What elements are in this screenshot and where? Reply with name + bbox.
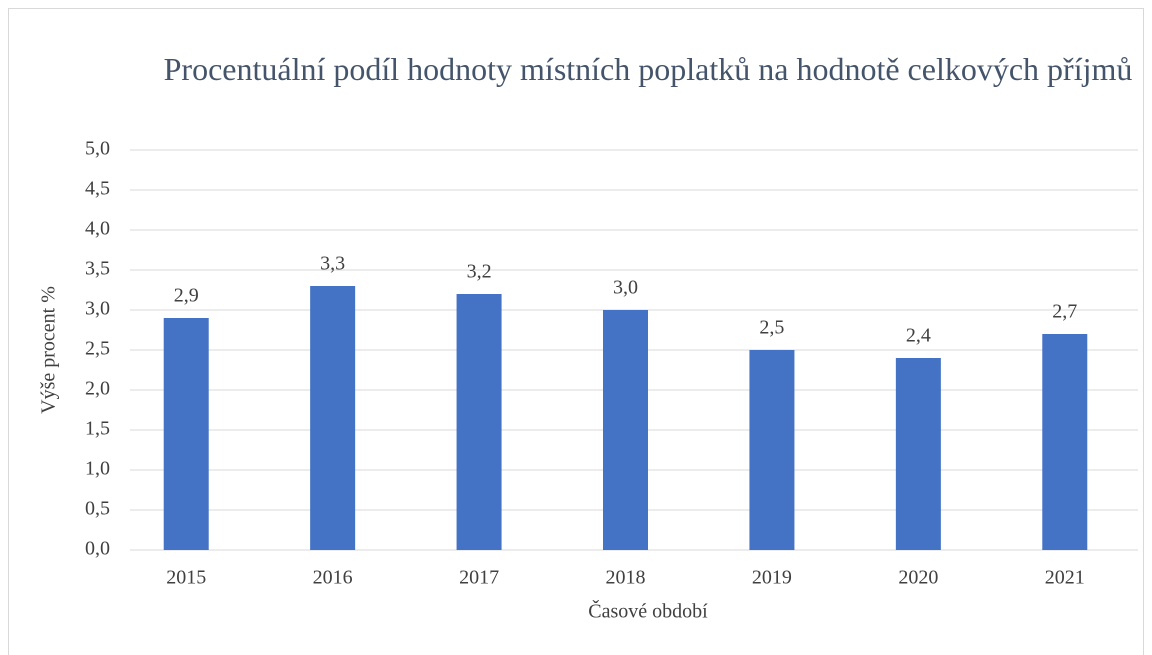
bar: [603, 310, 648, 550]
x-tick-label: 2020: [898, 567, 938, 589]
y-tick-label: 0,0: [85, 538, 110, 560]
y-tick-label: 2,0: [85, 378, 110, 400]
bar: [310, 286, 356, 550]
data-label: 2,4: [906, 325, 931, 347]
y-tick-label: 3,5: [85, 258, 110, 280]
y-tick-label: 2,5: [85, 338, 110, 360]
bar: [456, 294, 502, 550]
chart-border: [8, 8, 1144, 655]
y-tick-label: 0,5: [85, 498, 110, 520]
bar: [895, 358, 941, 550]
chart-title: Procentuální podíl hodnoty místních popl…: [163, 51, 1133, 87]
x-tick-label: 2016: [313, 567, 353, 589]
data-label: 2,5: [759, 317, 784, 339]
data-label: 3,3: [320, 253, 345, 275]
y-axis-label: Výše procent %: [38, 286, 60, 414]
y-tick-label: 1,5: [85, 418, 110, 440]
x-axis-label: Časové období: [588, 599, 708, 623]
data-label: 2,7: [1052, 301, 1077, 323]
y-tick-label: 1,0: [85, 458, 110, 480]
data-label: 2,9: [174, 285, 199, 307]
y-tick-label: 3,0: [85, 298, 110, 320]
x-tick-label: 2019: [752, 567, 792, 589]
data-label: 3,0: [613, 277, 638, 299]
bar: [749, 350, 795, 550]
y-tick-label: 4,5: [85, 178, 110, 200]
x-tick-label: 2018: [606, 567, 646, 589]
data-label: 3,2: [467, 261, 492, 283]
x-tick-label: 2015: [166, 567, 206, 589]
bar: [163, 318, 209, 550]
x-tick-label: 2017: [459, 567, 499, 589]
bar: [1042, 334, 1088, 550]
x-tick-label: 2021: [1045, 567, 1085, 589]
y-tick-label: 4,0: [85, 218, 110, 240]
y-tick-label: 5,0: [85, 138, 110, 160]
